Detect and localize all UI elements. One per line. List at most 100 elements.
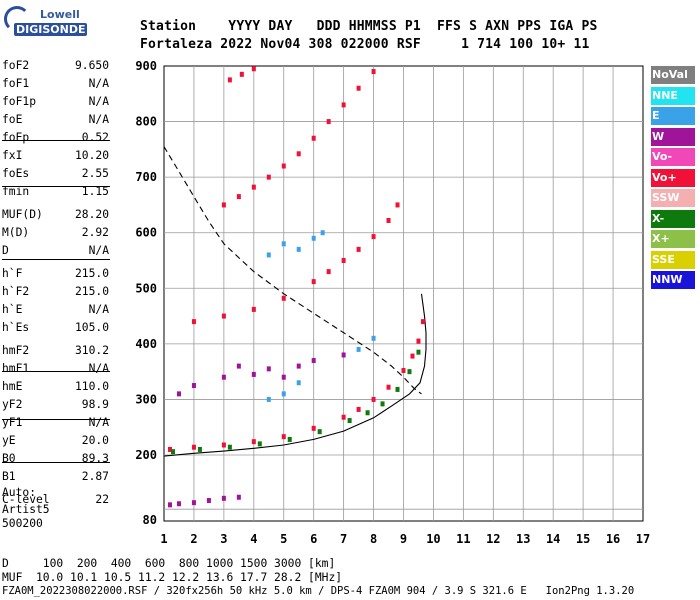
- echo-point: [266, 396, 271, 402]
- param-row: h`F2 215.0: [2, 285, 109, 303]
- legend-item-nne: NNE: [651, 86, 695, 105]
- param-value: N/A: [88, 95, 109, 108]
- echo-point: [266, 174, 271, 180]
- param-value: 2.92: [81, 226, 109, 239]
- param-name: C-level: [2, 493, 50, 506]
- echo-point: [371, 396, 376, 402]
- param-value: N/A: [88, 244, 109, 257]
- footer-distance-row: D 100 200 400 600 800 1000 1500 3000 [km…: [2, 557, 336, 570]
- param-name: h`Es: [2, 321, 30, 334]
- param-name: M(D): [2, 226, 30, 239]
- param-name: fmin: [2, 185, 30, 198]
- echo-point: [341, 258, 346, 263]
- param-value: 215.0: [74, 285, 109, 298]
- param-value: 1.15: [81, 185, 109, 198]
- param-name: h`E: [2, 303, 23, 316]
- echo-point: [197, 446, 202, 452]
- logo-arc-icon: [4, 6, 30, 32]
- y-tick-label: 500: [135, 281, 157, 295]
- param-value: 10.20: [74, 149, 109, 162]
- echo-point: [281, 163, 286, 169]
- echo-point: [236, 363, 241, 369]
- echo-point: [311, 235, 316, 241]
- param-name: foEs: [2, 167, 30, 180]
- param-value: 98.9: [81, 398, 109, 411]
- param-name: h`F: [2, 267, 23, 280]
- param-separator: [2, 140, 110, 141]
- echo-point: [236, 494, 241, 500]
- legend-item-xminus: X-: [651, 209, 695, 228]
- echo-point: [251, 371, 256, 377]
- param-row: hmE 110.0: [2, 380, 109, 398]
- echo-point: [191, 500, 196, 506]
- param-value: 2.87: [81, 470, 109, 483]
- param-name: foF1p: [2, 95, 37, 108]
- param-row: h`F 215.0: [2, 267, 109, 285]
- legend-item-e: E: [651, 107, 695, 125]
- echo-point: [281, 295, 286, 301]
- legend-item-vominus: Vo-: [651, 148, 695, 166]
- echo-point: [371, 234, 376, 240]
- param-row: D N/A: [2, 244, 109, 262]
- header-labels: Station YYYY DAY DDD HHMMSS P1 FFS S AXN…: [140, 19, 598, 34]
- param-name: yE: [2, 434, 16, 447]
- echo-point: [221, 495, 226, 501]
- param-row: M(D) 2.92: [2, 226, 109, 244]
- x-tick-label: 2: [190, 532, 197, 546]
- y-tick-label: 800: [135, 115, 157, 129]
- param-value: 9.650: [74, 59, 109, 72]
- param-row: MUF(D) 28.20: [2, 208, 109, 226]
- param-row: foEs 2.55: [2, 167, 109, 185]
- lowell-digisonde-logo: Lowell DIGISONDE: [4, 6, 88, 46]
- param-name: B1: [2, 470, 16, 483]
- echo-point: [251, 184, 256, 190]
- param-name: hmF2: [2, 344, 30, 357]
- echo-point: [167, 502, 172, 508]
- param-value: 110.0: [74, 380, 109, 393]
- echo-point: [296, 151, 301, 157]
- echo-point: [176, 501, 181, 507]
- echo-point: [236, 194, 241, 200]
- echo-point: [257, 441, 262, 447]
- echo-point: [287, 436, 292, 442]
- param-value: N/A: [88, 113, 109, 126]
- param-value: 105.0: [74, 321, 109, 334]
- param-row: yE 20.0: [2, 434, 109, 452]
- echo-point: [380, 401, 385, 407]
- echo-point: [221, 313, 226, 319]
- echo-point: [341, 102, 346, 108]
- param-row: B0 89.3: [2, 452, 109, 470]
- echo-point: [395, 202, 400, 208]
- echo-point: [266, 252, 271, 258]
- y-tick-label: 900: [135, 59, 157, 73]
- logo-line2: DIGISONDE: [14, 23, 88, 36]
- param-name: MUF(D): [2, 208, 43, 221]
- legend-item-voplus: Vo+: [651, 168, 695, 187]
- echo-point: [281, 434, 286, 440]
- echo-point: [251, 306, 256, 312]
- legend-item-ssw: SSW: [651, 189, 695, 207]
- footer-file-info: FZA0M_2022308022000.RSF / 320fx256h 50 k…: [2, 585, 635, 597]
- echo-point: [371, 335, 376, 341]
- echo-point: [416, 349, 421, 355]
- x-tick-label: 11: [456, 532, 470, 546]
- echo-point: [176, 391, 181, 397]
- legend-item-noval: NoVal: [651, 66, 695, 84]
- echo-point: [170, 449, 175, 455]
- param-row: C-level 22: [2, 493, 109, 511]
- x-tick-label: 9: [400, 532, 407, 546]
- echo-point: [281, 391, 286, 397]
- param-name: foF1: [2, 77, 30, 90]
- param-separator: [2, 259, 110, 260]
- param-value: 20.0: [81, 434, 109, 447]
- echo-point: [206, 498, 211, 503]
- echo-point: [266, 366, 271, 372]
- echo-point: [227, 444, 232, 450]
- param-name: yF2: [2, 398, 23, 411]
- param-row: fxI 10.20: [2, 149, 109, 167]
- autoscaling-text: Artist5: [2, 503, 50, 516]
- echo-point: [281, 241, 286, 247]
- logo-line1: Lowell: [40, 8, 80, 21]
- param-row: h`Es 105.0: [2, 321, 109, 339]
